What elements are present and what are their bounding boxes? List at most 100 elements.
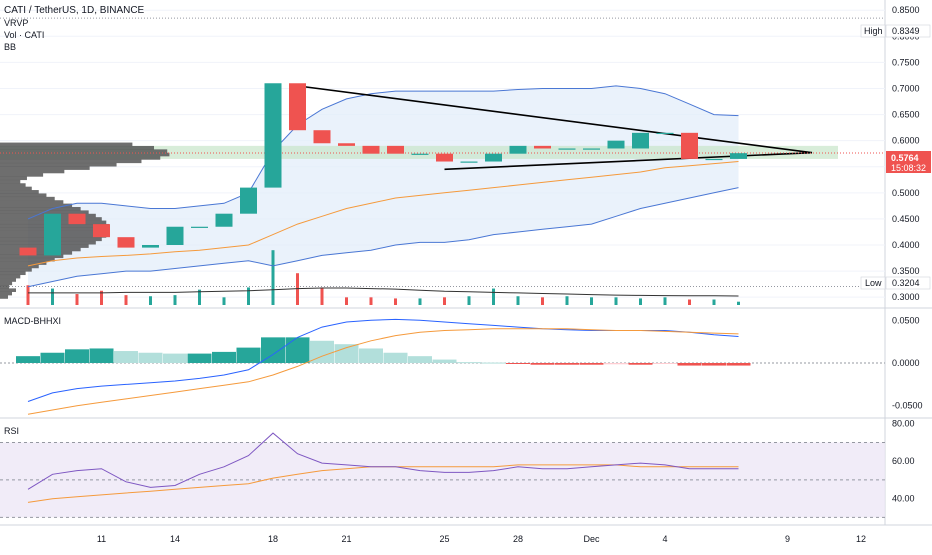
volume-profile-row [0, 268, 32, 272]
macd-histogram-bar [383, 352, 408, 363]
volume-bar [443, 297, 446, 305]
candle-body[interactable] [44, 213, 61, 256]
candle-body[interactable] [313, 130, 331, 144]
volume-profile-row [0, 183, 26, 187]
macd-histogram-bar [334, 344, 359, 363]
price-tick-label: 0.5000 [892, 188, 920, 198]
bb-label[interactable]: BB [4, 42, 16, 52]
price-tick-label: 0.6500 [892, 110, 920, 120]
candle-body[interactable] [460, 161, 478, 163]
macd-histogram-bar [212, 351, 236, 363]
candles[interactable] [19, 0, 748, 256]
candle-body[interactable] [485, 153, 502, 162]
volume-profile-row [0, 285, 10, 289]
price-tick-label: 0.3000 [892, 292, 920, 302]
candle-body[interactable] [117, 237, 135, 248]
volume-bar [688, 299, 691, 305]
volume-profile-row [0, 203, 73, 208]
candle-body[interactable] [338, 143, 355, 146]
candle-body[interactable] [411, 153, 429, 155]
candle-body[interactable] [387, 145, 404, 154]
candle-body[interactable] [730, 153, 747, 159]
background-layer [0, 9, 885, 298]
trendline-lower [444, 151, 813, 171]
macd-histogram-bar [530, 363, 555, 365]
volume-bar [320, 287, 324, 305]
volume-bar [51, 288, 54, 305]
candle-body[interactable] [166, 226, 184, 245]
high-value: 0.8349 [892, 26, 920, 36]
candle-body[interactable] [264, 83, 282, 188]
candle-body[interactable] [215, 213, 233, 227]
volume-profile-row [0, 142, 133, 147]
high-value-box [885, 24, 931, 38]
candle-body[interactable] [68, 213, 86, 225]
volume-bar [663, 297, 667, 305]
volume-bar [247, 287, 250, 305]
macd-tick-label: 0.0500 [892, 315, 920, 325]
volume-profile-row [0, 159, 142, 164]
macd-label[interactable]: MACD-BHHXI [4, 316, 61, 326]
volume-bar [26, 285, 30, 305]
volume-profile-row [0, 196, 55, 201]
high-label: High [864, 26, 883, 36]
rsi-band-fill [0, 442, 885, 518]
candle-body[interactable] [19, 247, 37, 256]
vol-label[interactable]: Vol · CATI [4, 30, 44, 40]
candle-body[interactable] [142, 245, 159, 248]
candle-body[interactable] [607, 140, 625, 149]
volume-profile-row [0, 207, 81, 211]
volume-profile-row [0, 295, 8, 299]
price-tag-value: 0.5764 [891, 153, 919, 163]
vrvp-label[interactable]: VRVP [4, 18, 28, 28]
candle-body[interactable] [681, 132, 698, 159]
candle-body[interactable] [656, 132, 674, 135]
candle-body[interactable] [632, 132, 649, 149]
candle-body[interactable] [289, 83, 306, 131]
price-tick-label: 0.7000 [892, 83, 920, 93]
candle-body[interactable] [705, 158, 723, 161]
time-tick-label: 12 [856, 534, 866, 544]
candle-body[interactable] [362, 145, 380, 154]
candle-body[interactable] [558, 148, 576, 150]
time-tick-label: 18 [268, 534, 278, 544]
volume-bar [516, 296, 520, 305]
candle-body[interactable] [534, 145, 551, 149]
volume-bar [565, 296, 569, 305]
macd-pane [0, 318, 885, 415]
indicator-lines [0, 85, 885, 288]
rsi-label[interactable]: RSI [4, 426, 19, 436]
volume-profile-row [0, 274, 21, 279]
candle-body[interactable] [240, 187, 257, 214]
time-tick-label: 11 [97, 534, 106, 544]
volume-bar [149, 296, 152, 305]
candle-body[interactable] [436, 153, 453, 162]
volume-bar [222, 297, 226, 305]
volume-profile-row [0, 257, 55, 262]
time-tick-label: 21 [341, 534, 351, 544]
symbol-title[interactable]: CATI / TetherUS, 1D, BINANCE [4, 5, 145, 16]
price-tick-label: 0.8500 [892, 5, 920, 15]
macd-histogram-bar [677, 363, 702, 366]
low-label: Low [865, 278, 882, 288]
rsi-line [27, 432, 739, 490]
candle-body[interactable] [583, 148, 600, 150]
volume-bar [467, 296, 471, 305]
volume-profile-row [0, 247, 81, 252]
volume-profile-row [0, 162, 117, 167]
macd-histogram-bar [653, 363, 677, 364]
volume-bar [614, 297, 618, 305]
macd-histogram-bar [359, 348, 383, 363]
low-label-box [860, 276, 886, 290]
macd-histogram-bar [726, 363, 751, 366]
volume-bars [26, 250, 740, 305]
price-tag-countdown: 15:08:32 [891, 163, 926, 173]
candle-body[interactable] [191, 226, 208, 228]
volume-profile-row [0, 278, 16, 282]
candle-body[interactable] [93, 224, 110, 238]
macd-tick-label: 0.0000 [892, 358, 920, 368]
macd-histogram-bar [138, 352, 163, 363]
candle-body[interactable] [509, 145, 527, 154]
